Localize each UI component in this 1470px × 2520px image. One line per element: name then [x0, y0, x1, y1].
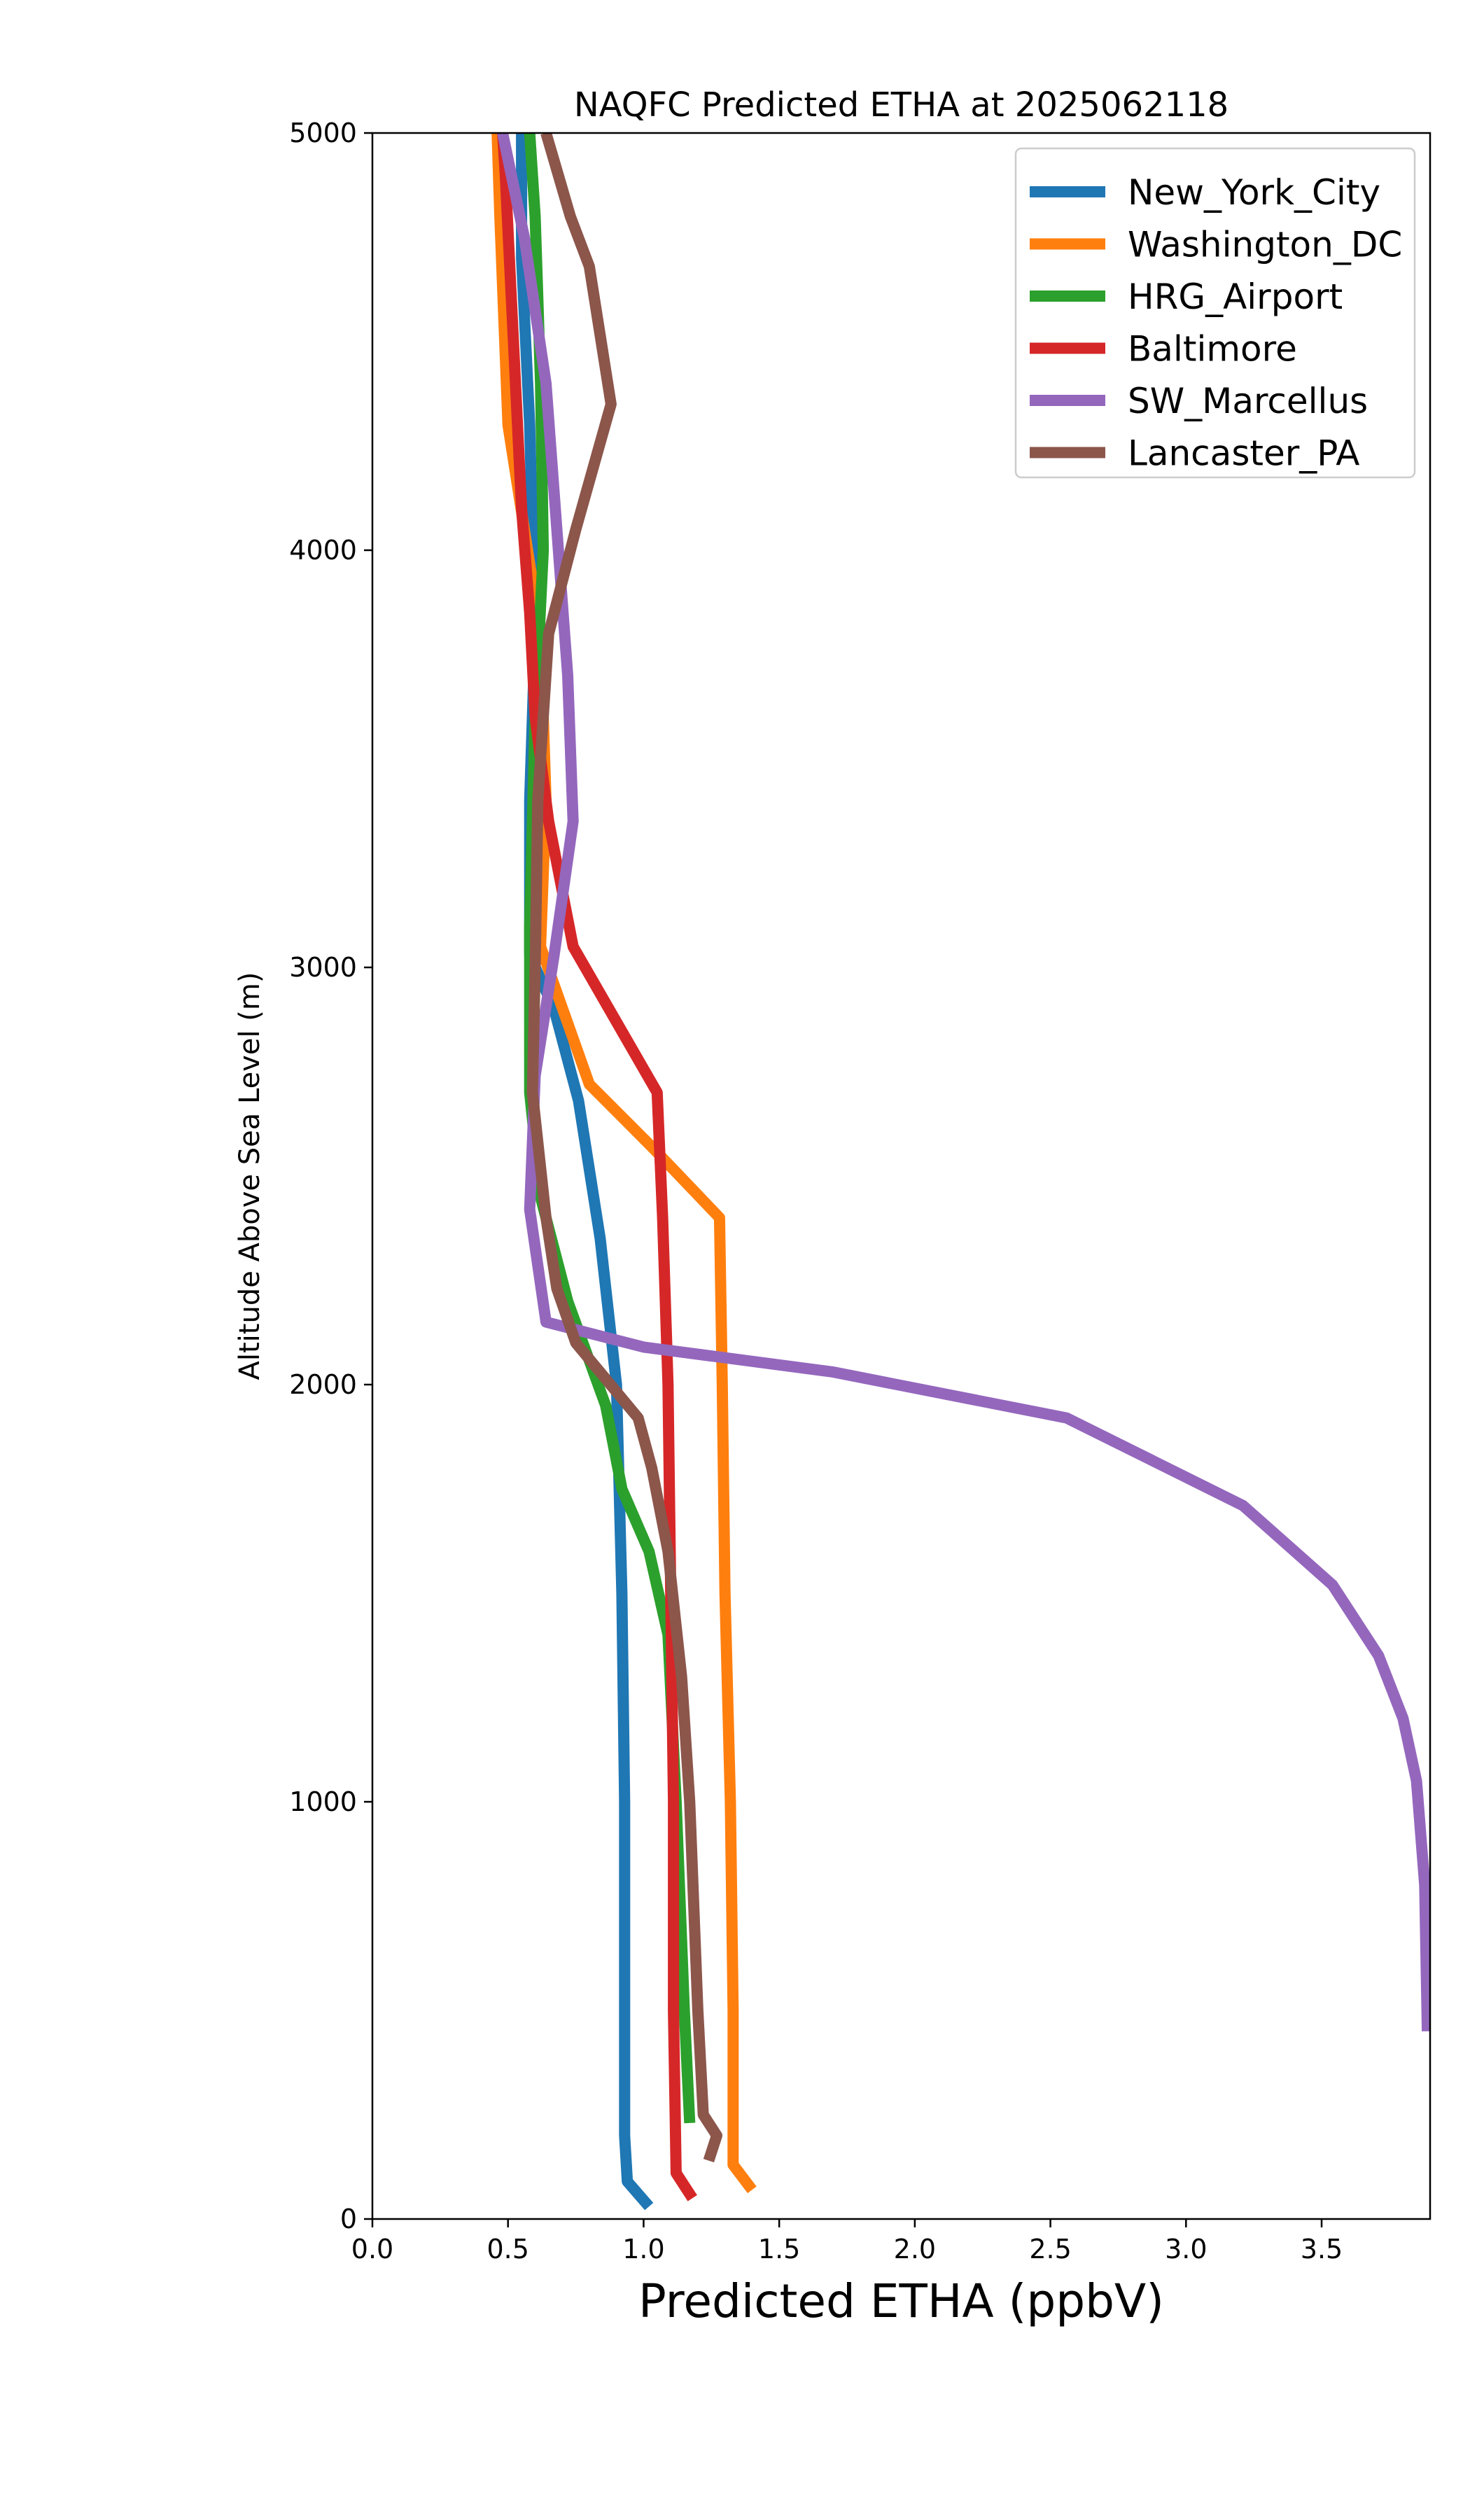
legend-label: HRG_Airport: [1128, 276, 1343, 317]
x-tick-label: 3.0: [1165, 2234, 1207, 2264]
x-tick-label: 0.5: [486, 2234, 528, 2264]
legend-label: New_York_City: [1128, 172, 1380, 213]
series-layer: [491, 133, 1430, 2211]
y-tick-label: 5000: [289, 118, 357, 148]
x-tick-label: 2.5: [1029, 2234, 1071, 2264]
x-tick-label: 1.5: [758, 2234, 800, 2264]
x-tick-label: 2.0: [894, 2234, 936, 2264]
series-line-Baltimore: [497, 133, 697, 2202]
y-tick-label: 0: [340, 2204, 357, 2234]
y-tick-label: 2000: [289, 1369, 357, 1400]
chart-title: NAQFC Predicted ETHA at 2025062118: [574, 85, 1228, 125]
x-tick-label: 0.0: [351, 2234, 393, 2264]
legend-label: Lancaster_PA: [1128, 433, 1359, 474]
y-tick-label: 3000: [289, 952, 357, 983]
legend-label: Baltimore: [1128, 329, 1297, 370]
legend-box: [1014, 147, 1416, 479]
axes-layer: 0.0 0.5 1.0 1.5 2.0 2.5 3.0 3.5 0 1000 2000 3000 400…: [289, 118, 1432, 2264]
series-line-SW_Marcellus: [497, 133, 1430, 2031]
legend-label: SW_Marcellus: [1128, 381, 1368, 421]
legend-label: Washington_DC: [1128, 225, 1402, 265]
series-line-New_York_City: [516, 133, 654, 2211]
legend: New_York_City Washington_DC HRG_Airport Bal…: [1014, 147, 1416, 479]
x-axis-label: Predicted ETHA (ppbV): [638, 2274, 1164, 2328]
y-axis-label: Altitude Above Sea Level (m): [234, 972, 266, 1380]
plot-frame: [371, 132, 1432, 2220]
series-line-Lancaster_PA: [526, 133, 722, 2163]
y-tick-label: 4000: [289, 535, 357, 566]
x-tick-label: 3.5: [1301, 2234, 1343, 2264]
x-tick-label: 1.0: [622, 2234, 664, 2264]
y-tick-label: 1000: [289, 1786, 357, 1817]
